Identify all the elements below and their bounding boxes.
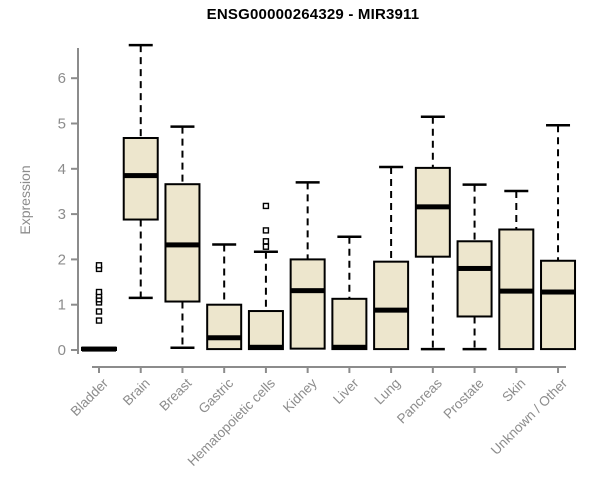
x-tick-label-pancreas: Pancreas — [394, 375, 445, 426]
box-hematopoietic-cells — [247, 310, 284, 351]
box-brain — [122, 136, 159, 221]
median-hematopoietic-cells — [248, 344, 283, 350]
median-bladder — [82, 346, 116, 352]
chart-title: ENSG00000264329 - MIR3911 — [206, 6, 420, 23]
y-tick-label: 4 — [58, 161, 66, 178]
x-tick-label-kidney: Kidney — [280, 375, 320, 415]
median-skin — [499, 288, 534, 294]
outlier-point-bladder — [95, 262, 103, 269]
y-tick-label: 1 — [58, 297, 66, 314]
x-tick-label-bladder: Bladder — [68, 375, 112, 419]
box-liver — [331, 297, 368, 351]
box-prostate — [456, 240, 493, 318]
x-tick-label-liver: Liver — [330, 375, 362, 407]
box-pancreas — [414, 166, 451, 258]
y-tick-label: 0 — [58, 342, 66, 359]
x-tick-label-unknown-other: Unknown / Other — [488, 375, 571, 458]
x-tick-label-lung: Lung — [371, 376, 403, 408]
x-tick-label-gastric: Gastric — [195, 375, 236, 416]
median-liver — [332, 344, 367, 350]
x-tick-label-breast: Breast — [156, 375, 194, 413]
median-kidney — [290, 288, 325, 294]
median-lung — [374, 307, 409, 313]
box-lung — [373, 260, 410, 351]
outlier-point-hematopoietic-cells — [262, 243, 270, 250]
median-brain — [123, 173, 158, 179]
y-tick-label: 6 — [58, 70, 66, 87]
box-unknown-other — [540, 259, 577, 351]
y-tick-label: 2 — [58, 251, 66, 268]
outlier-point-bladder — [95, 308, 103, 315]
median-gastric — [207, 335, 242, 341]
outlier-point-hematopoietic-cells — [262, 202, 270, 210]
y-tick-label: 5 — [58, 116, 66, 133]
x-tick-label-skin: Skin — [499, 376, 528, 405]
outlier-point-bladder — [95, 317, 103, 324]
box-kidney — [289, 258, 326, 350]
median-breast — [165, 242, 200, 248]
outlier-point-bladder — [95, 288, 103, 296]
outlier-point-hematopoietic-cells — [262, 227, 270, 234]
median-unknown-other — [541, 289, 576, 295]
outlier-point-hematopoietic-cells — [262, 238, 270, 245]
box-gastric — [206, 303, 243, 351]
x-tick-label-prostate: Prostate — [441, 376, 487, 422]
x-tick-label-brain: Brain — [120, 376, 153, 409]
median-prostate — [457, 265, 492, 271]
y-axis-label: Expression — [17, 165, 33, 235]
y-tick-label: 3 — [58, 206, 66, 223]
median-pancreas — [415, 204, 450, 210]
